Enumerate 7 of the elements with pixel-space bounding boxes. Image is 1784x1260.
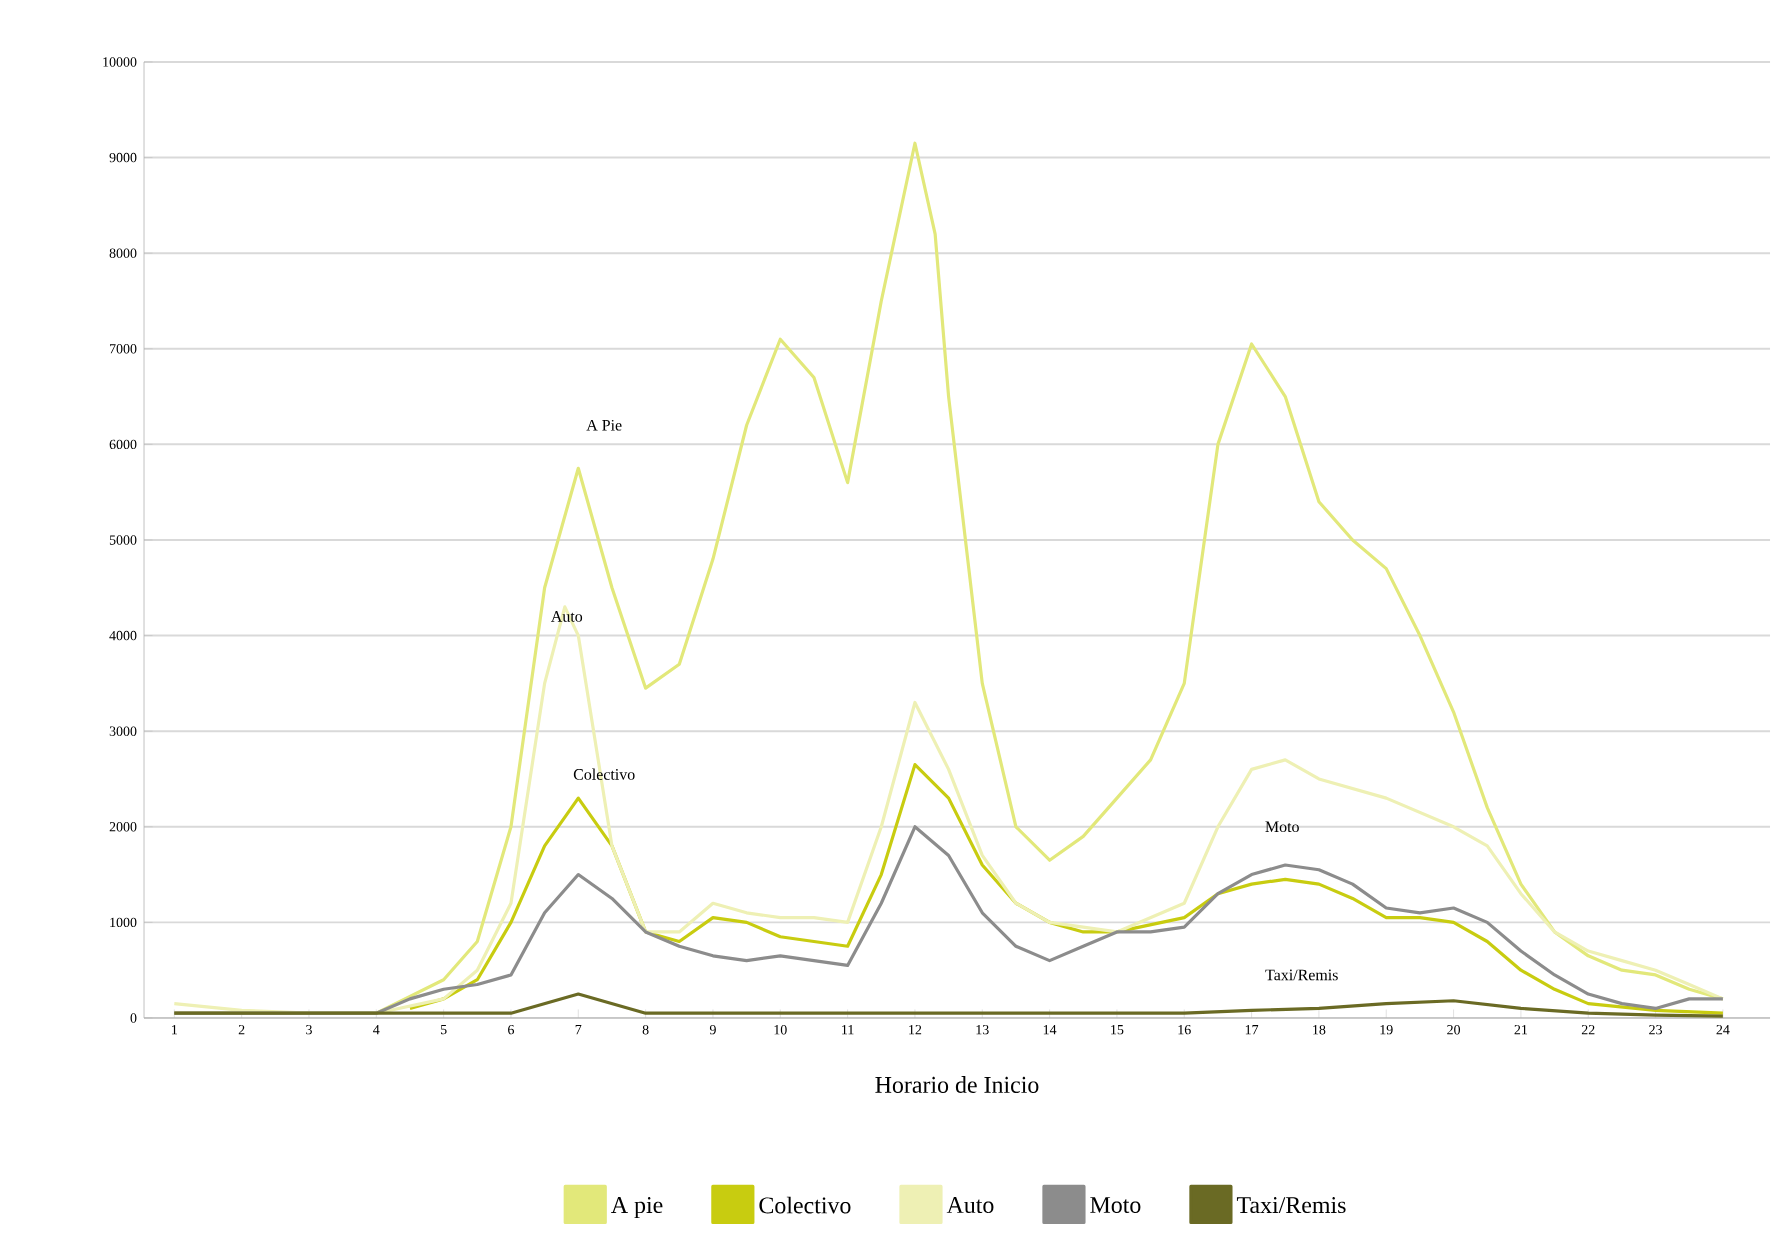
legend-label: Colectivo (759, 1196, 851, 1214)
legend-label: Taxi/Remis (1236, 1197, 1346, 1214)
x-axis-title: Horario de Inicio (875, 1076, 1039, 1093)
line-series (172, 605, 1725, 1015)
legend-label: Moto (1090, 1197, 1141, 1214)
legend-label: A pie (611, 1197, 663, 1218)
legend-label: Auto (946, 1197, 994, 1214)
